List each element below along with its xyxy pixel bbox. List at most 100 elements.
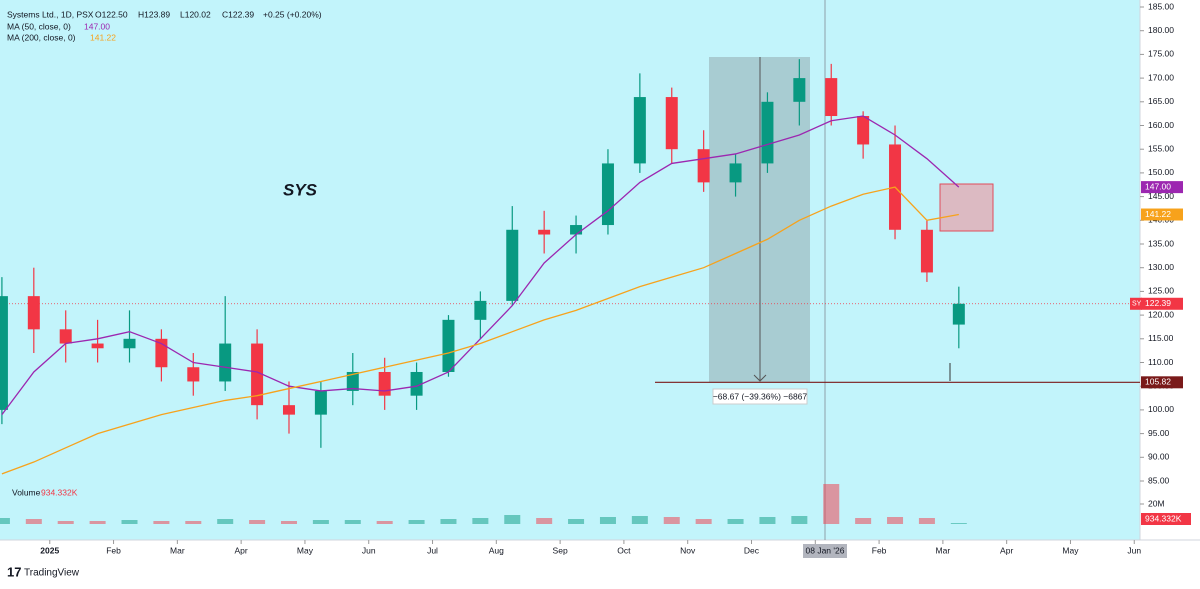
y-tick-label: 155.00 — [1148, 143, 1174, 153]
crosshair-badge — [803, 544, 847, 558]
y-tick-label: 120.00 — [1148, 309, 1174, 319]
volume-bar — [950, 523, 967, 524]
y-tick-label: 180.00 — [1148, 25, 1174, 35]
ma-badge — [1141, 181, 1183, 194]
volume-bar — [918, 518, 935, 524]
y-tick-label: 135.00 — [1148, 238, 1174, 248]
volume-bar — [663, 517, 680, 524]
candle-body — [27, 296, 40, 330]
y-tick-label: 85.00 — [1148, 475, 1170, 485]
y-tick-label: 95.00 — [1148, 428, 1170, 438]
x-tick-label: Apr — [1000, 545, 1013, 555]
candle-body — [378, 371, 391, 396]
volume-bar — [0, 518, 10, 524]
crosshair-label: 08 Jan '26 — [806, 545, 845, 555]
volume-bar — [631, 516, 648, 524]
ohlc-text: C122.39 — [222, 9, 254, 19]
ma-line — [1, 115, 960, 416]
brand: TradingView — [24, 568, 80, 579]
legend-entry: MA (200, close, 0) — [7, 32, 76, 42]
candle-body — [346, 371, 359, 391]
x-tick-label: Aug — [489, 545, 504, 555]
ma-badge-label: 147.00 — [1145, 181, 1171, 191]
candle-body — [793, 78, 806, 102]
candle-body — [442, 319, 455, 372]
candle-body — [282, 405, 295, 415]
candle-body — [697, 149, 710, 183]
legend-value: 141.22 — [90, 32, 116, 42]
x-tick-label: Jul — [427, 545, 438, 555]
price-axis-background — [1140, 0, 1200, 540]
y-tick-label: 165.00 — [1148, 96, 1174, 106]
y-tick-label: 90.00 — [1148, 452, 1170, 462]
x-tick-label: Apr — [235, 545, 248, 555]
x-tick-label: Jun — [362, 545, 376, 555]
candle-body — [314, 390, 327, 415]
x-tick-label: Feb — [872, 545, 887, 555]
candle-body — [123, 338, 136, 349]
brand-logo: 17 — [7, 564, 21, 579]
x-tick-label: May — [1062, 545, 1079, 555]
candle-body — [506, 229, 519, 301]
ohlc-text: O122.50 — [95, 9, 128, 19]
candle-body — [857, 116, 870, 145]
x-tick-label: Dec — [744, 545, 760, 555]
volume-bar — [727, 519, 744, 524]
candle-body — [538, 229, 551, 235]
volume-bar — [217, 519, 234, 524]
hline-badge — [1141, 376, 1183, 389]
x-tick-label: Oct — [617, 545, 631, 555]
ohlc-text: +0.25 (+0.20%) — [263, 9, 322, 19]
volume-bar — [504, 515, 521, 524]
y-tick-label: 115.00 — [1148, 333, 1174, 343]
candle-body — [633, 97, 646, 164]
candle-body — [729, 163, 742, 183]
plot-background — [0, 0, 1140, 540]
volume-bar — [312, 520, 329, 524]
candle-body — [187, 367, 200, 382]
y-tick-label: 110.00 — [1148, 357, 1174, 367]
volume-bar — [408, 520, 425, 524]
x-tick-label: Sep — [553, 545, 568, 555]
volume-bar — [568, 519, 585, 524]
candle-body — [474, 300, 487, 320]
candle-body — [251, 343, 264, 406]
last-price-badge — [1130, 297, 1142, 310]
highlight-rect — [939, 183, 994, 232]
volume-bar — [887, 517, 904, 524]
legend-entry: MA (50, close, 0) — [7, 21, 71, 31]
volume-bar — [25, 519, 42, 524]
x-tick-label: May — [297, 545, 314, 555]
candle-body — [601, 163, 614, 226]
legend-value: 147.00 — [84, 21, 110, 31]
y-tick-label: 150.00 — [1148, 167, 1174, 177]
volume-bar — [695, 519, 712, 524]
last-price-badge — [1141, 297, 1183, 310]
x-tick-label: Nov — [680, 545, 696, 555]
y-tick-label: 100.00 — [1148, 404, 1174, 414]
volume-badge — [1141, 513, 1191, 525]
candle-body — [761, 101, 774, 164]
volume-bar — [185, 521, 202, 524]
measure-label-box — [712, 388, 808, 405]
ma-line — [1, 186, 959, 475]
volume-bar — [440, 519, 457, 524]
ma-badge — [1141, 208, 1183, 221]
volume-bar — [472, 518, 489, 524]
x-tick-label: Mar — [936, 545, 951, 555]
volume-bar — [823, 484, 840, 524]
last-price-symbol: SYS — [1132, 301, 1146, 308]
volume-bar — [344, 520, 361, 524]
volume-badge-label: 934.332K — [1145, 513, 1182, 523]
symbol-title: Systems Ltd., 1D, PSX — [7, 9, 94, 19]
candle-body — [0, 296, 8, 410]
volume-bar — [280, 521, 297, 524]
volume-bar — [249, 520, 266, 524]
volume-bar — [153, 521, 170, 524]
candle-body — [91, 343, 104, 349]
y-tick-label: 175.00 — [1148, 49, 1174, 59]
candle-body — [570, 225, 583, 235]
volume-bar — [791, 516, 808, 524]
